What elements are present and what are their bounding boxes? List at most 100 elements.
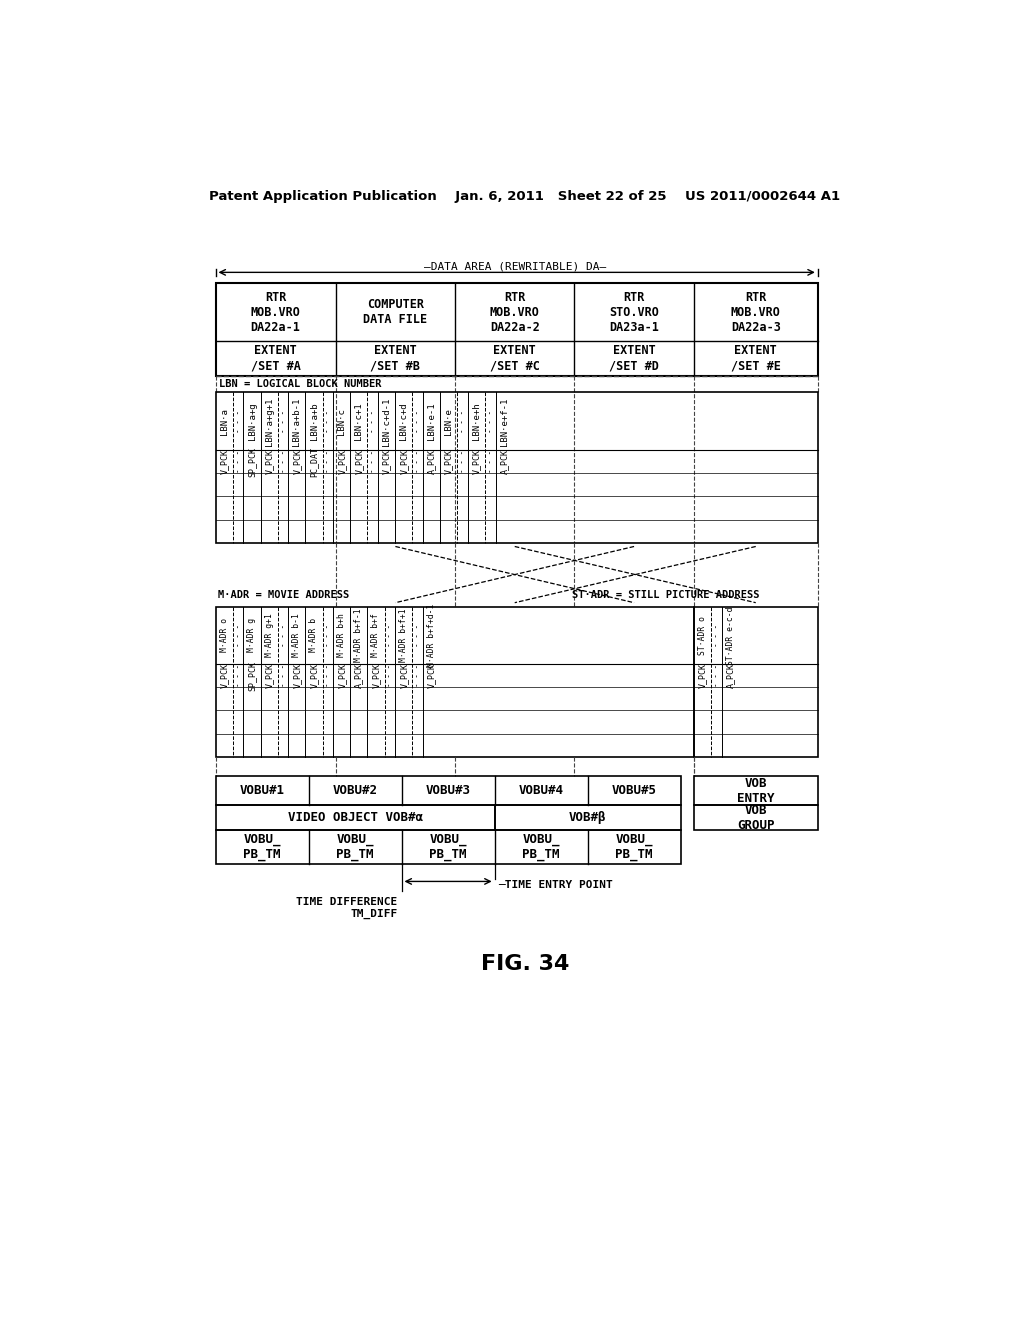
Text: LBN·e+h: LBN·e+h bbox=[472, 403, 481, 440]
Text: EXTENT
/SET #C: EXTENT /SET #C bbox=[489, 345, 540, 372]
Text: M·ADR b+h: M·ADR b+h bbox=[337, 614, 346, 657]
Text: - - -: - - - bbox=[414, 624, 422, 647]
Text: LBN = LOGICAL BLOCK NUMBER: LBN = LOGICAL BLOCK NUMBER bbox=[219, 379, 382, 389]
Text: V_PCK: V_PCK bbox=[309, 664, 318, 688]
Bar bbox=[216, 284, 818, 376]
Text: PC_DAT: PC_DAT bbox=[309, 446, 318, 477]
Text: SP_PCK: SP_PCK bbox=[248, 446, 256, 477]
Text: ST·ADR o: ST·ADR o bbox=[697, 616, 707, 655]
Bar bbox=[693, 607, 818, 756]
Text: LBN·c+d: LBN·c+d bbox=[399, 403, 409, 440]
Text: - - -: - - - bbox=[414, 450, 422, 474]
Text: - - -: - - - bbox=[324, 624, 333, 647]
Text: EXTENT
/SET #D: EXTENT /SET #D bbox=[609, 345, 659, 372]
Text: VOB
GROUP: VOB GROUP bbox=[737, 804, 774, 832]
Text: - - -: - - - bbox=[279, 624, 288, 647]
Text: VOBU#1: VOBU#1 bbox=[240, 784, 285, 797]
Text: - - -: - - - bbox=[486, 450, 496, 474]
Text: EXTENT
/SET #B: EXTENT /SET #B bbox=[371, 345, 420, 372]
Text: - - -: - - - bbox=[712, 624, 721, 647]
Text: V_PCK: V_PCK bbox=[382, 449, 391, 474]
Bar bbox=[693, 805, 818, 830]
Text: - - -: - - - bbox=[369, 450, 378, 474]
Text: EXTENT
/SET #E: EXTENT /SET #E bbox=[731, 345, 780, 372]
Text: ST·ADR = STILL PICTURE ADDRESS: ST·ADR = STILL PICTURE ADDRESS bbox=[572, 590, 760, 601]
Text: VOBU#4: VOBU#4 bbox=[518, 784, 563, 797]
Text: VOBU#3: VOBU#3 bbox=[426, 784, 471, 797]
Text: M·ADR b+f-1: M·ADR b+f-1 bbox=[354, 609, 364, 663]
Text: - - -: - - - bbox=[279, 664, 288, 688]
Text: LBN·c+1: LBN·c+1 bbox=[354, 403, 364, 440]
Text: LBN·e: LBN·e bbox=[444, 408, 454, 434]
Text: V_PCK: V_PCK bbox=[293, 664, 301, 688]
Text: - - -: - - - bbox=[324, 450, 333, 474]
Bar bbox=[495, 805, 681, 830]
Text: - - -: - - - bbox=[233, 450, 243, 474]
Text: VOBU_
PB_TM: VOBU_ PB_TM bbox=[522, 833, 560, 861]
Text: M·ADR g+1: M·ADR g+1 bbox=[264, 614, 273, 657]
Bar bbox=[693, 776, 818, 805]
Text: - - -: - - - bbox=[324, 664, 333, 688]
Text: FIG. 34: FIG. 34 bbox=[480, 954, 569, 974]
Text: V_PCK: V_PCK bbox=[293, 449, 301, 474]
Text: LBN·a+g: LBN·a+g bbox=[248, 403, 256, 440]
Text: - - -: - - - bbox=[279, 409, 288, 433]
Text: M·ADR b+f+1: M·ADR b+f+1 bbox=[399, 609, 409, 663]
Text: TIME DIFFERENCE: TIME DIFFERENCE bbox=[297, 898, 397, 907]
Text: - - -: - - - bbox=[486, 409, 496, 433]
Text: VOBU_
PB_TM: VOBU_ PB_TM bbox=[244, 833, 281, 861]
Text: RTR
STO.VRO
DA23a-1: RTR STO.VRO DA23a-1 bbox=[609, 290, 659, 334]
Text: - - -: - - - bbox=[385, 624, 394, 647]
Text: M·ADR b+f: M·ADR b+f bbox=[372, 614, 381, 657]
Text: V_PCK: V_PCK bbox=[444, 449, 454, 474]
Text: M·ADR b-1: M·ADR b-1 bbox=[293, 614, 301, 657]
Text: V_PCK: V_PCK bbox=[264, 449, 273, 474]
Text: V_PCK: V_PCK bbox=[337, 664, 346, 688]
Text: V_PCK: V_PCK bbox=[219, 449, 228, 474]
Text: V_PCK: V_PCK bbox=[472, 449, 481, 474]
Text: - - -: - - - bbox=[385, 664, 394, 688]
Text: V_PCK: V_PCK bbox=[219, 664, 228, 688]
Text: A_PCK: A_PCK bbox=[354, 664, 364, 688]
Text: SP_PCK: SP_PCK bbox=[248, 661, 256, 690]
Text: - - -: - - - bbox=[712, 664, 721, 688]
Text: A_PCK: A_PCK bbox=[427, 449, 436, 474]
Text: - - -: - - - bbox=[414, 664, 422, 688]
Text: COMPUTER
DATA FILE: COMPUTER DATA FILE bbox=[364, 298, 427, 326]
Text: LBN·a+b-1: LBN·a+b-1 bbox=[293, 397, 301, 446]
Text: V_PCK: V_PCK bbox=[399, 664, 409, 688]
Text: VOBU_
PB_TM: VOBU_ PB_TM bbox=[429, 833, 467, 861]
Text: - - -: - - - bbox=[233, 664, 243, 688]
Text: VOB#β: VOB#β bbox=[568, 810, 606, 824]
Text: Patent Application Publication    Jan. 6, 2011   Sheet 22 of 25    US 2011/00026: Patent Application Publication Jan. 6, 2… bbox=[209, 190, 841, 203]
Bar bbox=[216, 607, 693, 756]
Text: - - -: - - - bbox=[459, 409, 467, 433]
Text: ─TIME ENTRY POINT: ─TIME ENTRY POINT bbox=[499, 879, 613, 890]
Text: EXTENT
/SET #A: EXTENT /SET #A bbox=[251, 345, 301, 372]
Text: LBN·a+g+1: LBN·a+g+1 bbox=[264, 397, 273, 446]
Text: V_PCK: V_PCK bbox=[337, 449, 346, 474]
Text: - - -: - - - bbox=[369, 409, 378, 433]
Bar bbox=[216, 392, 818, 543]
Text: LBN·c+d-1: LBN·c+d-1 bbox=[382, 397, 391, 446]
Bar bbox=[216, 805, 495, 830]
Text: M·ADR = MOVIE ADDRESS: M·ADR = MOVIE ADDRESS bbox=[218, 590, 349, 601]
Text: - - -: - - - bbox=[459, 450, 467, 474]
Text: V_PCK: V_PCK bbox=[427, 664, 436, 688]
Text: RTR
MOB.VRO
DA22a-2: RTR MOB.VRO DA22a-2 bbox=[489, 290, 540, 334]
Text: - - -: - - - bbox=[233, 409, 243, 433]
Bar bbox=[216, 776, 681, 805]
Text: V_PCK: V_PCK bbox=[399, 449, 409, 474]
Text: V_PCK: V_PCK bbox=[264, 664, 273, 688]
Text: - - -: - - - bbox=[324, 409, 333, 433]
Text: LBN·c: LBN·c bbox=[337, 408, 346, 434]
Text: VIDEO OBJECT VOB#α: VIDEO OBJECT VOB#α bbox=[288, 810, 423, 824]
Text: LBN·e+f-1: LBN·e+f-1 bbox=[500, 397, 509, 446]
Text: V_PCK: V_PCK bbox=[697, 664, 707, 688]
Text: - - -: - - - bbox=[279, 450, 288, 474]
Text: M·ADR b: M·ADR b bbox=[309, 618, 318, 652]
Text: - - -: - - - bbox=[414, 409, 422, 433]
Text: VOBU_
PB_TM: VOBU_ PB_TM bbox=[336, 833, 374, 861]
Text: VOB
ENTRY: VOB ENTRY bbox=[737, 776, 774, 805]
Text: M·ADR g: M·ADR g bbox=[248, 618, 256, 652]
